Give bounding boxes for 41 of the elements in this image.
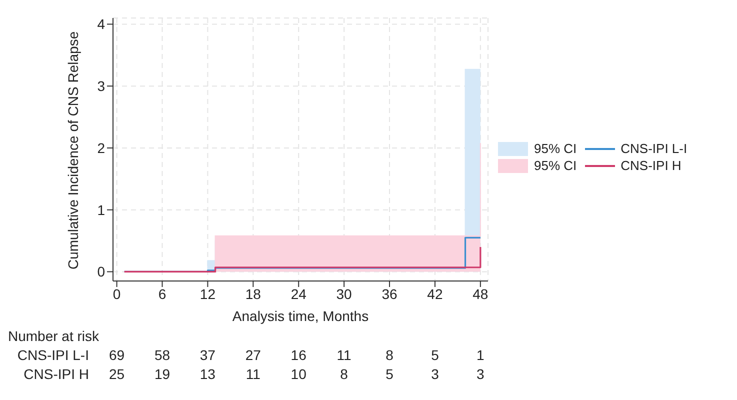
text: 3	[430, 366, 440, 382]
text: 58	[153, 347, 172, 363]
text: 5	[430, 347, 440, 363]
x-tick-label: 6	[158, 286, 166, 302]
text: 1	[476, 347, 486, 363]
y-axis-title: Cumulative Incidence of CNS Relapse	[64, 31, 81, 270]
text: 5	[384, 366, 394, 382]
text: 3	[476, 366, 486, 382]
x-tick-label: 42	[427, 286, 443, 302]
text: 13	[198, 366, 216, 382]
x-tick-label: 0	[112, 286, 121, 302]
text: 10	[290, 366, 308, 382]
y-tick-label: 0	[97, 264, 106, 280]
x-tick-label: 12	[200, 286, 216, 302]
y-tick-label: 2	[97, 140, 106, 156]
x-tick-label: 30	[336, 286, 352, 302]
text: 8	[384, 347, 394, 363]
text: CNS-IPI L-I	[17, 347, 89, 363]
text: 11	[244, 366, 262, 382]
y-tick-label: 4	[97, 16, 106, 32]
x-tick-label: 18	[245, 286, 262, 302]
x-axis-title: Analysis time, Months	[232, 308, 369, 324]
text: 37	[198, 347, 216, 363]
text: 69	[108, 347, 126, 363]
text: 11	[336, 347, 352, 363]
text: 8	[339, 366, 349, 382]
y-tick-label: 1	[97, 202, 106, 218]
x-tick-label: 24	[290, 286, 307, 302]
legend-label: CNS-IPI L-I	[620, 141, 688, 156]
x-tick-label: 36	[382, 286, 398, 302]
text: Number at risk	[8, 328, 100, 344]
legend-label: CNS-IPI H	[620, 158, 682, 173]
text: 19	[153, 366, 172, 382]
legend-label: 95% CI	[534, 158, 577, 173]
x-tick-label: 48	[472, 286, 488, 302]
legend-label: 95% CI	[534, 141, 577, 156]
text: CNS-IPI H	[24, 366, 89, 382]
text: 25	[108, 366, 126, 382]
y-tick-label: 3	[97, 78, 106, 94]
text: 27	[244, 347, 262, 363]
text: 16	[290, 347, 308, 363]
